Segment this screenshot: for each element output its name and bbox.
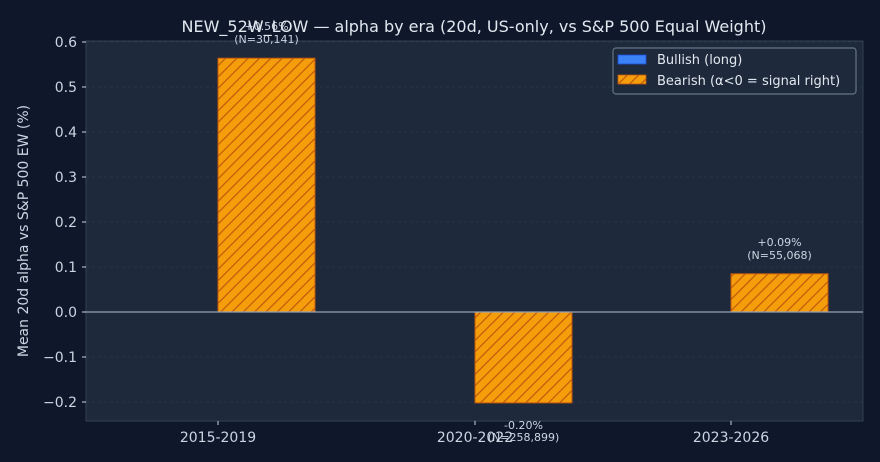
legend-box: [612, 47, 857, 95]
bar-count-label: (N=258,899): [488, 431, 560, 444]
y-axis-label: Mean 20d alpha vs S&P 500 EW (%): [16, 105, 32, 357]
bar-count-label: (N=30,141): [234, 33, 299, 46]
y-tick-label: 0.6: [55, 35, 77, 51]
y-axis: −0.2 −0.1 0.0 0.1 0.2 0.3 0.4 0.5 0.6: [43, 35, 86, 411]
x-tick-label: 2023-2026: [693, 430, 769, 446]
bar-labels: +0.56%(N=30,141) -0.20%(N=258,899) +0.09%(…: [234, 20, 812, 444]
bar-value-label: -0.20%: [504, 419, 543, 432]
legend-label-bullish: Bullish (long): [657, 53, 742, 68]
y-tick-label: 0.2: [55, 215, 77, 231]
bar-value-label: +0.56%: [244, 20, 288, 33]
y-tick-label: −0.2: [43, 395, 77, 411]
y-tick-label: 0.3: [55, 170, 77, 186]
x-tick-label: 2015-2019: [180, 430, 256, 446]
y-tick-label: 0.1: [55, 260, 77, 276]
bar-count-label: (N=55,068): [747, 249, 812, 262]
x-tick-label: 2020-2022: [437, 430, 513, 446]
bearish-bar-2020-2022: [474, 311, 573, 404]
y-tick-label: 0.0: [55, 305, 77, 321]
legend-label-bearish: Bearish (α<0 = signal right): [657, 74, 840, 89]
chart-title: NEW_52W_LOW — alpha by era (20d, US-only…: [182, 17, 767, 37]
bars: [217, 57, 829, 404]
legend-swatch-bearish: [617, 74, 647, 85]
bearish-bar-2023-2026: [730, 273, 829, 313]
legend-swatch-bullish: [617, 54, 647, 65]
y-tick-label: 0.4: [55, 125, 77, 141]
x-axis: 2015-2019 2020-2022 2023-2026: [180, 421, 769, 446]
y-tick-label: −0.1: [43, 350, 77, 366]
bearish-bar-2015-2019: [217, 57, 316, 313]
y-tick-label: 0.5: [55, 80, 77, 96]
legend: Bullish (long) Bearish (α<0 = signal rig…: [612, 47, 857, 95]
bar-value-label: +0.09%: [757, 236, 801, 249]
